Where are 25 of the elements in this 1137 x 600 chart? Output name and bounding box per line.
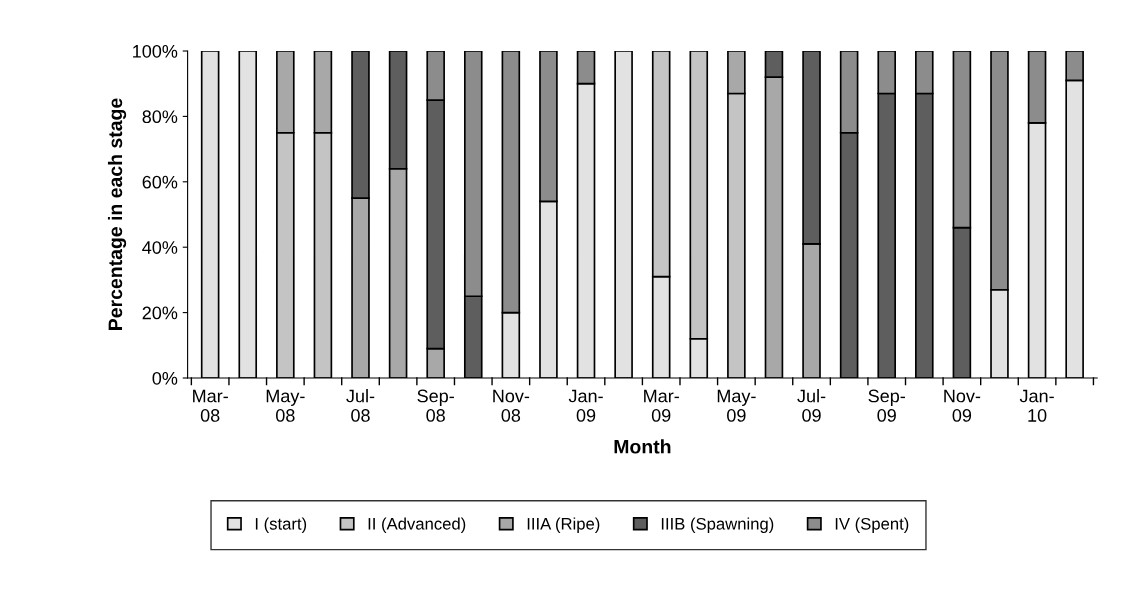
x-tick-label: May- 08 xyxy=(266,389,305,422)
x-axis-title: Month xyxy=(614,439,671,454)
legend-label: IV (Spent) xyxy=(835,517,909,533)
x-tick-label: Sep- 08 xyxy=(417,389,454,422)
legend-label: IIIA (Ripe) xyxy=(527,517,600,533)
x-tick-label: Jul- 09 xyxy=(797,389,826,422)
y-tick-label: 100% xyxy=(133,44,178,58)
x-tick-label: Nov- 09 xyxy=(944,389,981,422)
y-tick-label: 40% xyxy=(142,241,178,254)
y-tick-label: 20% xyxy=(142,306,178,320)
y-axis-title: Percentage in each stage xyxy=(107,98,127,330)
x-tick-label: May- 09 xyxy=(717,389,756,422)
x-tick-label: Mar- 09 xyxy=(644,389,679,422)
x-tick-label: Nov- 08 xyxy=(493,389,530,422)
x-tick-label: Sep- 09 xyxy=(868,389,905,422)
legend-label: IIIB (Spawning) xyxy=(661,517,774,533)
y-tick-label: 0% xyxy=(152,371,178,385)
x-tick-label: Mar- 08 xyxy=(193,389,228,422)
x-tick-label: Jul- 08 xyxy=(346,389,375,422)
legend-label: I (start) xyxy=(255,517,307,533)
y-tick-label: 80% xyxy=(142,110,178,124)
x-tick-label: Jan- 10 xyxy=(1019,389,1054,422)
legend-label: II (Advanced) xyxy=(368,517,466,533)
y-tick-label: 60% xyxy=(142,175,178,189)
x-tick-label: Jan- 09 xyxy=(568,389,603,422)
